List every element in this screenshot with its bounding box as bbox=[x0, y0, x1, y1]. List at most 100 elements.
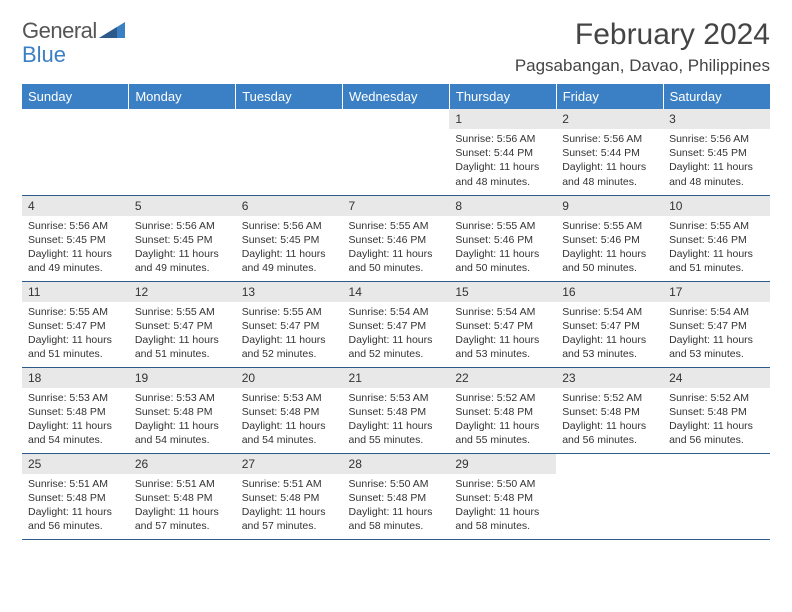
day-data: Sunrise: 5:55 AMSunset: 5:47 PMDaylight:… bbox=[22, 302, 129, 366]
calendar-cell: 8Sunrise: 5:55 AMSunset: 5:46 PMDaylight… bbox=[449, 195, 556, 281]
calendar-cell bbox=[663, 453, 770, 539]
sunrise-text: Sunrise: 5:56 AM bbox=[242, 219, 337, 233]
sunset-text: Sunset: 5:48 PM bbox=[455, 491, 550, 505]
day-data: Sunrise: 5:55 AMSunset: 5:46 PMDaylight:… bbox=[663, 216, 770, 280]
day-data: Sunrise: 5:55 AMSunset: 5:47 PMDaylight:… bbox=[129, 302, 236, 366]
day-number: 8 bbox=[449, 196, 556, 216]
calendar-cell: 12Sunrise: 5:55 AMSunset: 5:47 PMDayligh… bbox=[129, 281, 236, 367]
calendar-cell: 5Sunrise: 5:56 AMSunset: 5:45 PMDaylight… bbox=[129, 195, 236, 281]
daylight-text: Daylight: 11 hours and 54 minutes. bbox=[28, 419, 123, 447]
day-data: Sunrise: 5:56 AMSunset: 5:45 PMDaylight:… bbox=[663, 129, 770, 193]
sunrise-text: Sunrise: 5:56 AM bbox=[135, 219, 230, 233]
sunset-text: Sunset: 5:45 PM bbox=[242, 233, 337, 247]
day-data: Sunrise: 5:52 AMSunset: 5:48 PMDaylight:… bbox=[556, 388, 663, 452]
weekday-header: Sunday bbox=[22, 84, 129, 109]
day-data: Sunrise: 5:51 AMSunset: 5:48 PMDaylight:… bbox=[22, 474, 129, 538]
calendar-row: 1Sunrise: 5:56 AMSunset: 5:44 PMDaylight… bbox=[22, 109, 770, 195]
calendar-cell: 27Sunrise: 5:51 AMSunset: 5:48 PMDayligh… bbox=[236, 453, 343, 539]
calendar-cell: 22Sunrise: 5:52 AMSunset: 5:48 PMDayligh… bbox=[449, 367, 556, 453]
day-number: 27 bbox=[236, 454, 343, 474]
daylight-text: Daylight: 11 hours and 56 minutes. bbox=[562, 419, 657, 447]
header: General February 2024 Pagsabangan, Davao… bbox=[22, 18, 770, 76]
sunset-text: Sunset: 5:48 PM bbox=[135, 405, 230, 419]
daylight-text: Daylight: 11 hours and 55 minutes. bbox=[349, 419, 444, 447]
day-data: Sunrise: 5:56 AMSunset: 5:45 PMDaylight:… bbox=[22, 216, 129, 280]
sunrise-text: Sunrise: 5:56 AM bbox=[28, 219, 123, 233]
day-data: Sunrise: 5:53 AMSunset: 5:48 PMDaylight:… bbox=[236, 388, 343, 452]
calendar-cell: 26Sunrise: 5:51 AMSunset: 5:48 PMDayligh… bbox=[129, 453, 236, 539]
sunset-text: Sunset: 5:48 PM bbox=[455, 405, 550, 419]
day-data: Sunrise: 5:56 AMSunset: 5:45 PMDaylight:… bbox=[129, 216, 236, 280]
sunset-text: Sunset: 5:48 PM bbox=[669, 405, 764, 419]
day-number: 7 bbox=[343, 196, 450, 216]
daylight-text: Daylight: 11 hours and 52 minutes. bbox=[349, 333, 444, 361]
calendar-cell: 15Sunrise: 5:54 AMSunset: 5:47 PMDayligh… bbox=[449, 281, 556, 367]
day-data: Sunrise: 5:51 AMSunset: 5:48 PMDaylight:… bbox=[236, 474, 343, 538]
daylight-text: Daylight: 11 hours and 48 minutes. bbox=[455, 160, 550, 188]
day-number: 12 bbox=[129, 282, 236, 302]
weekday-header: Wednesday bbox=[343, 84, 450, 109]
daylight-text: Daylight: 11 hours and 48 minutes. bbox=[562, 160, 657, 188]
calendar-cell: 11Sunrise: 5:55 AMSunset: 5:47 PMDayligh… bbox=[22, 281, 129, 367]
daylight-text: Daylight: 11 hours and 51 minutes. bbox=[669, 247, 764, 275]
day-number: 29 bbox=[449, 454, 556, 474]
day-data: Sunrise: 5:54 AMSunset: 5:47 PMDaylight:… bbox=[343, 302, 450, 366]
day-data: Sunrise: 5:53 AMSunset: 5:48 PMDaylight:… bbox=[129, 388, 236, 452]
calendar-cell: 4Sunrise: 5:56 AMSunset: 5:45 PMDaylight… bbox=[22, 195, 129, 281]
sunrise-text: Sunrise: 5:53 AM bbox=[135, 391, 230, 405]
title-block: February 2024 Pagsabangan, Davao, Philip… bbox=[515, 18, 770, 76]
location-label: Pagsabangan, Davao, Philippines bbox=[515, 56, 770, 76]
day-data: Sunrise: 5:56 AMSunset: 5:45 PMDaylight:… bbox=[236, 216, 343, 280]
calendar-cell bbox=[129, 109, 236, 195]
calendar-cell: 19Sunrise: 5:53 AMSunset: 5:48 PMDayligh… bbox=[129, 367, 236, 453]
day-data: Sunrise: 5:54 AMSunset: 5:47 PMDaylight:… bbox=[556, 302, 663, 366]
calendar-cell: 24Sunrise: 5:52 AMSunset: 5:48 PMDayligh… bbox=[663, 367, 770, 453]
daylight-text: Daylight: 11 hours and 48 minutes. bbox=[669, 160, 764, 188]
sunset-text: Sunset: 5:44 PM bbox=[455, 146, 550, 160]
day-number: 25 bbox=[22, 454, 129, 474]
daylight-text: Daylight: 11 hours and 49 minutes. bbox=[242, 247, 337, 275]
sunrise-text: Sunrise: 5:52 AM bbox=[562, 391, 657, 405]
daylight-text: Daylight: 11 hours and 58 minutes. bbox=[455, 505, 550, 533]
daylight-text: Daylight: 11 hours and 56 minutes. bbox=[669, 419, 764, 447]
sunrise-text: Sunrise: 5:56 AM bbox=[455, 132, 550, 146]
daylight-text: Daylight: 11 hours and 50 minutes. bbox=[562, 247, 657, 275]
day-number: 1 bbox=[449, 109, 556, 129]
sunrise-text: Sunrise: 5:56 AM bbox=[562, 132, 657, 146]
daylight-text: Daylight: 11 hours and 52 minutes. bbox=[242, 333, 337, 361]
calendar-cell: 16Sunrise: 5:54 AMSunset: 5:47 PMDayligh… bbox=[556, 281, 663, 367]
daylight-text: Daylight: 11 hours and 55 minutes. bbox=[455, 419, 550, 447]
calendar-cell: 18Sunrise: 5:53 AMSunset: 5:48 PMDayligh… bbox=[22, 367, 129, 453]
day-number: 15 bbox=[449, 282, 556, 302]
daylight-text: Daylight: 11 hours and 51 minutes. bbox=[135, 333, 230, 361]
daylight-text: Daylight: 11 hours and 57 minutes. bbox=[242, 505, 337, 533]
daylight-text: Daylight: 11 hours and 49 minutes. bbox=[28, 247, 123, 275]
calendar-cell: 3Sunrise: 5:56 AMSunset: 5:45 PMDaylight… bbox=[663, 109, 770, 195]
sunrise-text: Sunrise: 5:54 AM bbox=[562, 305, 657, 319]
sunset-text: Sunset: 5:48 PM bbox=[562, 405, 657, 419]
calendar-row: 11Sunrise: 5:55 AMSunset: 5:47 PMDayligh… bbox=[22, 281, 770, 367]
calendar-cell: 2Sunrise: 5:56 AMSunset: 5:44 PMDaylight… bbox=[556, 109, 663, 195]
sunset-text: Sunset: 5:47 PM bbox=[669, 319, 764, 333]
calendar-cell: 14Sunrise: 5:54 AMSunset: 5:47 PMDayligh… bbox=[343, 281, 450, 367]
calendar-cell: 6Sunrise: 5:56 AMSunset: 5:45 PMDaylight… bbox=[236, 195, 343, 281]
weekday-header: Thursday bbox=[449, 84, 556, 109]
day-number: 4 bbox=[22, 196, 129, 216]
sunset-text: Sunset: 5:45 PM bbox=[28, 233, 123, 247]
sunrise-text: Sunrise: 5:50 AM bbox=[349, 477, 444, 491]
calendar-header-row: SundayMondayTuesdayWednesdayThursdayFrid… bbox=[22, 84, 770, 109]
sunrise-text: Sunrise: 5:55 AM bbox=[349, 219, 444, 233]
sunrise-text: Sunrise: 5:55 AM bbox=[562, 219, 657, 233]
weekday-header: Saturday bbox=[663, 84, 770, 109]
sunrise-text: Sunrise: 5:55 AM bbox=[135, 305, 230, 319]
sunset-text: Sunset: 5:45 PM bbox=[669, 146, 764, 160]
day-number: 21 bbox=[343, 368, 450, 388]
calendar-cell: 7Sunrise: 5:55 AMSunset: 5:46 PMDaylight… bbox=[343, 195, 450, 281]
day-data: Sunrise: 5:55 AMSunset: 5:46 PMDaylight:… bbox=[343, 216, 450, 280]
sunrise-text: Sunrise: 5:51 AM bbox=[135, 477, 230, 491]
logo-text-blue: Blue bbox=[22, 42, 66, 68]
sunset-text: Sunset: 5:48 PM bbox=[349, 405, 444, 419]
sunset-text: Sunset: 5:44 PM bbox=[562, 146, 657, 160]
day-number: 3 bbox=[663, 109, 770, 129]
logo-triangle-icon bbox=[99, 18, 125, 44]
